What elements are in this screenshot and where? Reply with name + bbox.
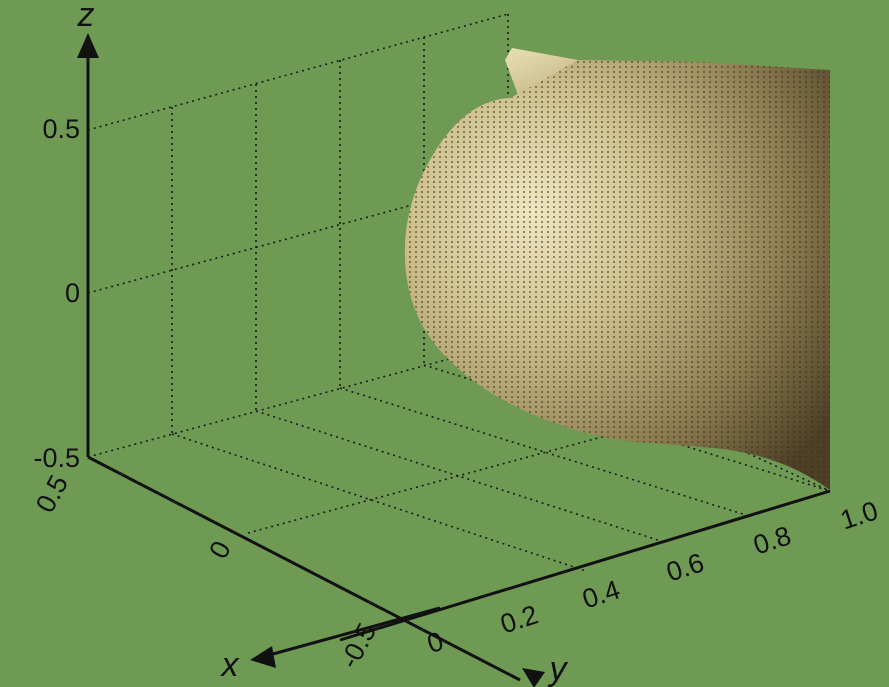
point-cloud-surface	[404, 48, 830, 490]
back-wall-grid	[87, 13, 509, 458]
y-tick-label: 0.2	[497, 599, 542, 639]
x-axis-title: x	[220, 646, 240, 684]
y-tick-label: 1.0	[837, 495, 882, 535]
z-axis-title: z	[77, 0, 95, 34]
y-axis-title: y	[548, 650, 569, 687]
z-tick-label: -0.5	[33, 443, 80, 473]
x-tick-label: 0	[203, 536, 237, 563]
y-tick-labels: 0 0.2 0.4 0.6 0.8 1.0	[423, 495, 881, 659]
y-tick-label: 0.8	[750, 520, 795, 560]
surface-texture	[404, 60, 830, 490]
y-tick-label: 0.4	[579, 574, 624, 614]
x-tick-label: 0.5	[30, 470, 74, 517]
x-axis-line	[87, 455, 521, 682]
z-tick-labels: 0.5 0 -0.5	[33, 114, 80, 473]
z-axis-arrow	[77, 33, 99, 58]
z-tick-label: 0.5	[42, 114, 80, 144]
x-axis-back-line	[261, 606, 441, 659]
x-axis-arrow	[250, 646, 276, 668]
y-axis-arrow	[522, 668, 545, 687]
y-axis-line	[339, 489, 831, 642]
z-tick-label: 0	[65, 278, 80, 308]
grid-lines	[87, 13, 831, 572]
y-tick-label: 0.6	[663, 547, 708, 587]
axes	[77, 33, 831, 687]
y-tick-label: 0	[423, 626, 447, 659]
floor-grid	[171, 342, 831, 572]
x-tick-labels: 0.5 0 -0.5	[30, 470, 382, 673]
